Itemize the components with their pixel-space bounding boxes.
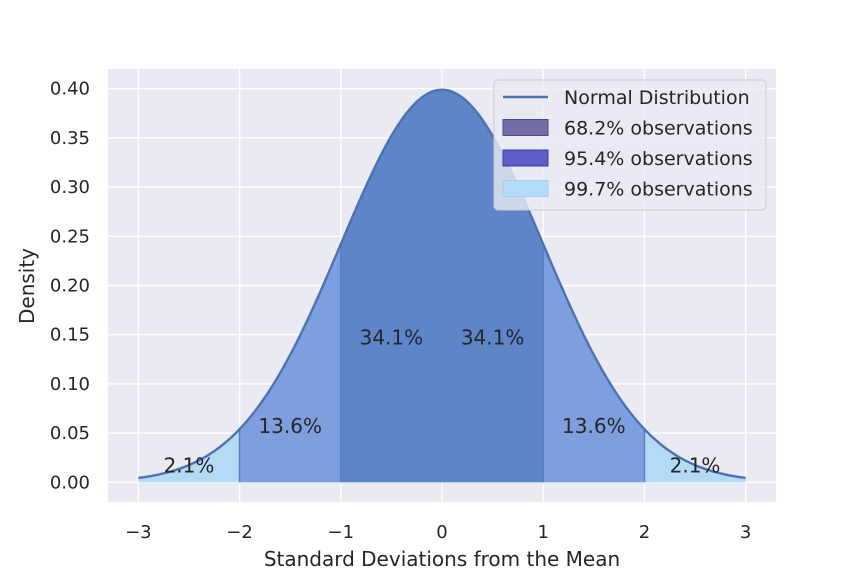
- region-outer-right: [644, 429, 746, 483]
- region-outer-left: [138, 429, 240, 483]
- y-tick-label: 0.00: [50, 472, 90, 493]
- legend-box: [493, 79, 767, 211]
- legend-patch-swatch: [502, 149, 549, 167]
- x-tick-label: −2: [226, 522, 253, 543]
- x-tick-label: −3: [125, 522, 152, 543]
- y-tick-label: 0.30: [50, 177, 90, 198]
- legend-patch-swatch: [502, 119, 549, 136]
- legend-entry-label: Normal Distribution: [564, 87, 750, 109]
- annotation-label: 13.6%: [562, 414, 626, 438]
- x-tick-label: 0: [436, 522, 447, 543]
- x-tick-label: −1: [328, 522, 355, 543]
- annotation-label: 2.1%: [164, 453, 215, 477]
- annotation-label: 2.1%: [670, 453, 721, 477]
- percentage-annotations: 34.1% 34.1% 13.6% 13.6% 2.1% 2.1%: [164, 326, 721, 478]
- x-tick-label: 1: [537, 522, 548, 543]
- y-tick-label: 0.20: [50, 276, 90, 297]
- region-inner: [340, 89, 544, 483]
- y-tick-label: 0.35: [50, 128, 90, 149]
- y-tick-label: 0.25: [50, 226, 90, 247]
- x-tick-label: 2: [639, 522, 650, 543]
- y-tick-label: 0.15: [50, 325, 90, 346]
- annotation-label: 34.1%: [461, 326, 525, 350]
- annotation-label: 13.6%: [258, 414, 322, 438]
- x-axis-label: Standard Deviations from the Mean: [264, 547, 620, 571]
- y-axis-ticks: 0.00 0.05 0.10 0.15 0.20 0.25 0.30 0.35 0.40: [50, 79, 90, 494]
- normal-curve-line: [138, 88, 746, 480]
- legend-entry-label: 95.4% observations: [564, 148, 753, 170]
- legend: Normal Distribution 68.2% observations 95.…: [493, 79, 767, 211]
- legend-patch-swatch: [502, 180, 549, 197]
- y-tick-label: 0.05: [50, 423, 90, 444]
- legend-entry-label: 68.2% observations: [564, 118, 753, 140]
- legend-entry-label: 99.7% observations: [564, 179, 753, 201]
- x-tick-label: 3: [740, 522, 751, 543]
- y-axis-label: Density: [15, 248, 39, 324]
- y-tick-label: 0.10: [50, 374, 90, 395]
- y-tick-label: 0.40: [50, 79, 90, 100]
- x-axis-ticks: −3 −2 −1 0 1 2 3: [125, 522, 751, 543]
- annotation-label: 34.1%: [360, 326, 424, 350]
